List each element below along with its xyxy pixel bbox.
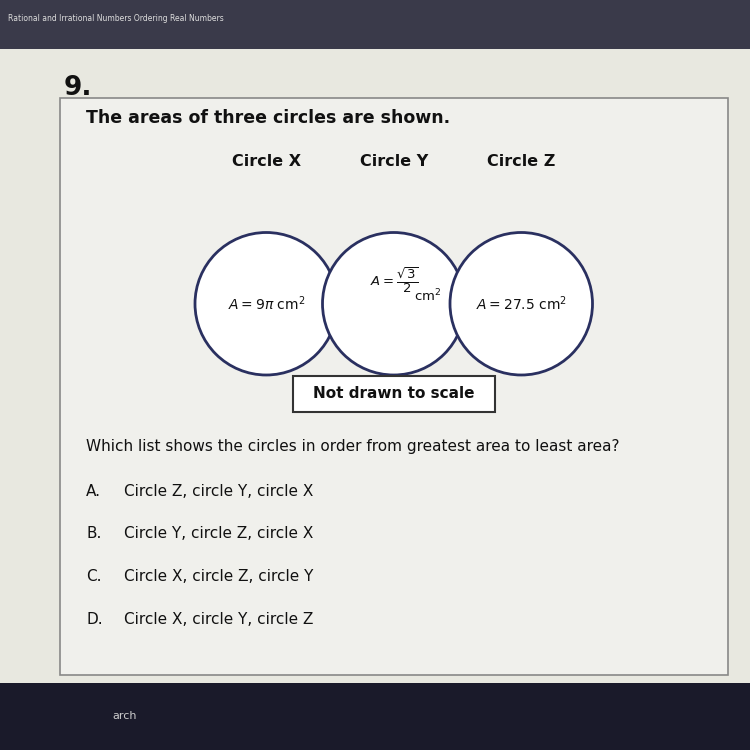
Text: arch: arch bbox=[112, 711, 137, 722]
Ellipse shape bbox=[450, 232, 592, 375]
Text: Circle Z: Circle Z bbox=[487, 154, 556, 169]
Text: $\mathrm{cm}^2$: $\mathrm{cm}^2$ bbox=[414, 288, 441, 304]
Text: $A = \dfrac{\sqrt{3}}{2}$: $A = \dfrac{\sqrt{3}}{2}$ bbox=[370, 265, 418, 295]
Text: Circle Y: Circle Y bbox=[360, 154, 428, 169]
Text: Circle Z, circle Y, circle X: Circle Z, circle Y, circle X bbox=[124, 484, 314, 499]
Bar bbox=[0, 682, 750, 750]
Bar bbox=[0, 49, 750, 682]
Text: The areas of three circles are shown.: The areas of three circles are shown. bbox=[86, 109, 450, 127]
Ellipse shape bbox=[322, 232, 465, 375]
Text: C.: C. bbox=[86, 569, 102, 584]
Text: A.: A. bbox=[86, 484, 101, 499]
Text: D.: D. bbox=[86, 612, 103, 627]
Text: B.: B. bbox=[86, 526, 102, 542]
Ellipse shape bbox=[195, 232, 338, 375]
Text: Circle X, circle Y, circle Z: Circle X, circle Y, circle Z bbox=[124, 612, 314, 627]
Text: Not drawn to scale: Not drawn to scale bbox=[313, 386, 475, 401]
Text: Circle X: Circle X bbox=[232, 154, 301, 169]
Text: Which list shows the circles in order from greatest area to least area?: Which list shows the circles in order fr… bbox=[86, 439, 620, 454]
Text: $A = 27.5\ \mathrm{cm}^2$: $A = 27.5\ \mathrm{cm}^2$ bbox=[476, 295, 567, 313]
Bar bbox=[0, 0, 750, 49]
Text: 9.: 9. bbox=[64, 75, 92, 101]
Text: Circle Y, circle Z, circle X: Circle Y, circle Z, circle X bbox=[124, 526, 314, 542]
Text: Circle X, circle Z, circle Y: Circle X, circle Z, circle Y bbox=[124, 569, 314, 584]
Bar bbox=[292, 376, 495, 412]
Text: Rational and Irrational Numbers Ordering Real Numbers: Rational and Irrational Numbers Ordering… bbox=[8, 14, 223, 23]
Text: $A = 9\pi\ \mathrm{cm}^2$: $A = 9\pi\ \mathrm{cm}^2$ bbox=[227, 295, 305, 313]
Bar bbox=[60, 98, 728, 675]
